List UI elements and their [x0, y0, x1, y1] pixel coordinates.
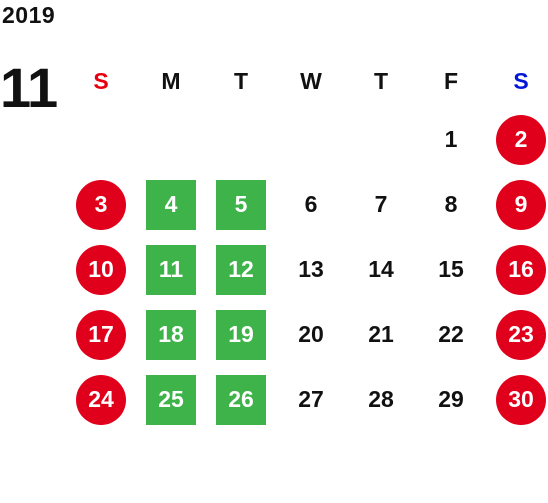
day-cell: 15	[416, 237, 486, 302]
calendar-month: 11	[0, 56, 58, 119]
day-cell	[66, 107, 136, 172]
closed-day: 11	[146, 244, 196, 295]
day-cell: 18	[136, 302, 206, 367]
holiday-day: 30	[496, 374, 546, 425]
holiday-day: 16	[496, 244, 546, 295]
day-cell: 26	[206, 367, 276, 432]
day-cell: 10	[66, 237, 136, 302]
regular-day: 29	[438, 386, 464, 412]
day-cell: 19	[206, 302, 276, 367]
week-row: 17 18 19 20 21 22 23	[66, 302, 548, 367]
day-cell: 9	[486, 172, 548, 237]
day-cell: 29	[416, 367, 486, 432]
day-cell: 27	[276, 367, 346, 432]
holiday-day: 3	[76, 179, 126, 230]
day-cell: 13	[276, 237, 346, 302]
weekday-label-weekday: W	[300, 67, 322, 94]
regular-day: 15	[438, 256, 464, 282]
day-cell: 14	[346, 237, 416, 302]
day-cell: 25	[136, 367, 206, 432]
regular-day: 1	[444, 126, 458, 152]
regular-day: 14	[368, 256, 394, 282]
day-cell: 5	[206, 172, 276, 237]
day-cell: 6	[276, 172, 346, 237]
day-cell: 30	[486, 367, 548, 432]
regular-day: 27	[298, 386, 324, 412]
day-cell: 7	[346, 172, 416, 237]
day-cell: 23	[486, 302, 548, 367]
day-cell	[346, 107, 416, 172]
day-cell: 20	[276, 302, 346, 367]
holiday-day: 2	[496, 114, 546, 165]
week-row: 24 25 26 27 28 29 30	[66, 367, 548, 432]
weekday-label-sunday: S	[93, 67, 109, 94]
weekday-label-weekday: T	[373, 67, 389, 94]
weekday-label-weekday: F	[443, 67, 459, 94]
day-cell: 21	[346, 302, 416, 367]
day-cell	[276, 107, 346, 172]
weekday-label-weekday: M	[161, 67, 181, 94]
week-row: 10 11 12 13 14 15 16	[66, 237, 548, 302]
day-cell: 4	[136, 172, 206, 237]
regular-day: 21	[368, 321, 394, 347]
day-cell	[206, 107, 276, 172]
closed-day: 26	[216, 374, 266, 425]
day-cell: 17	[66, 302, 136, 367]
day-cell: 12	[206, 237, 276, 302]
regular-day: 7	[374, 191, 388, 217]
day-cell: 3	[66, 172, 136, 237]
weekday-label-saturday: S	[513, 67, 529, 94]
day-cell: 1	[416, 107, 486, 172]
regular-day: 20	[298, 321, 324, 347]
day-cell: 2	[486, 107, 548, 172]
closed-day: 19	[216, 309, 266, 360]
day-cell	[136, 107, 206, 172]
closed-day: 18	[146, 309, 196, 360]
regular-day: 8	[444, 191, 458, 217]
day-cell: 28	[346, 367, 416, 432]
regular-day: 28	[368, 386, 394, 412]
holiday-day: 10	[76, 244, 126, 295]
day-cell: 24	[66, 367, 136, 432]
closed-day: 12	[216, 244, 266, 295]
holiday-day: 23	[496, 309, 546, 360]
day-cell: 11	[136, 237, 206, 302]
regular-day: 13	[298, 256, 324, 282]
calendar-weeks: 1 2 3 4 5 6 7 8 9 10 11 12 13 14 15 16 17 18 19 20 21 22 23 24 2…	[66, 107, 548, 432]
regular-day: 6	[304, 191, 318, 217]
holiday-day: 17	[76, 309, 126, 360]
weekday-label-weekday: T	[233, 67, 249, 94]
regular-day: 22	[438, 321, 464, 347]
calendar-year: 2019	[2, 2, 56, 28]
day-cell: 16	[486, 237, 548, 302]
holiday-day: 24	[76, 374, 126, 425]
holiday-day: 9	[496, 179, 546, 230]
day-cell: 22	[416, 302, 486, 367]
closed-day: 5	[216, 179, 266, 230]
closed-day: 4	[146, 179, 196, 230]
closed-day: 25	[146, 374, 196, 425]
day-cell: 8	[416, 172, 486, 237]
